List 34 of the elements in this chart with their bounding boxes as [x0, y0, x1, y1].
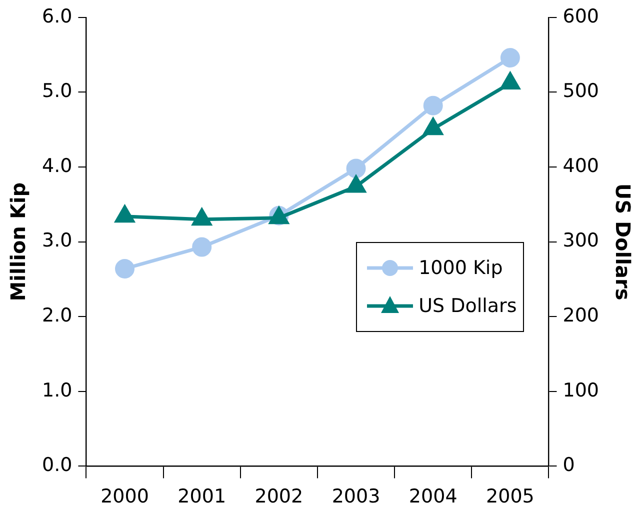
point	[500, 72, 520, 90]
x-tick-label: 2001	[178, 486, 226, 508]
point	[346, 158, 366, 178]
point	[192, 237, 212, 257]
point	[423, 96, 443, 116]
y-tick-label: 3.0	[42, 230, 72, 252]
y2-tick-label: 500	[562, 80, 599, 102]
y2-tick-label: 300	[562, 230, 599, 252]
y-tick-label: 4.0	[42, 154, 72, 177]
x-tick-label: 2003	[332, 486, 380, 508]
point	[192, 208, 212, 226]
y-tick-label: 0.0	[42, 454, 72, 476]
x-tick-label: 2000	[100, 486, 149, 508]
point	[115, 258, 135, 278]
y-tick-label: 2.0	[42, 304, 72, 327]
y-tick-label: 6.0	[42, 5, 72, 28]
y2-tick-label: 100	[562, 379, 599, 402]
x-tick-label: 2005	[486, 486, 534, 508]
y2-tick-label: 0	[562, 454, 575, 476]
point	[500, 48, 520, 68]
y2-tick-label: 400	[562, 154, 599, 177]
y2-tick-label: 200	[562, 304, 599, 327]
point	[346, 176, 366, 193]
legend-label: 1000 Kip	[418, 256, 503, 279]
y-tick-label: 5.0	[42, 80, 72, 102]
x-tick-label: 2004	[408, 486, 458, 508]
x-tick-label: 2002	[254, 486, 304, 508]
point	[424, 118, 443, 136]
y-axis-title: Million Kip	[6, 182, 30, 302]
legend-label: US Dollars	[418, 294, 517, 317]
point	[115, 206, 134, 223]
y2-tick-label: 600	[562, 5, 599, 28]
y-tick-label: 1.0	[42, 379, 72, 402]
y2-axis-title: US Dollars	[610, 183, 635, 300]
